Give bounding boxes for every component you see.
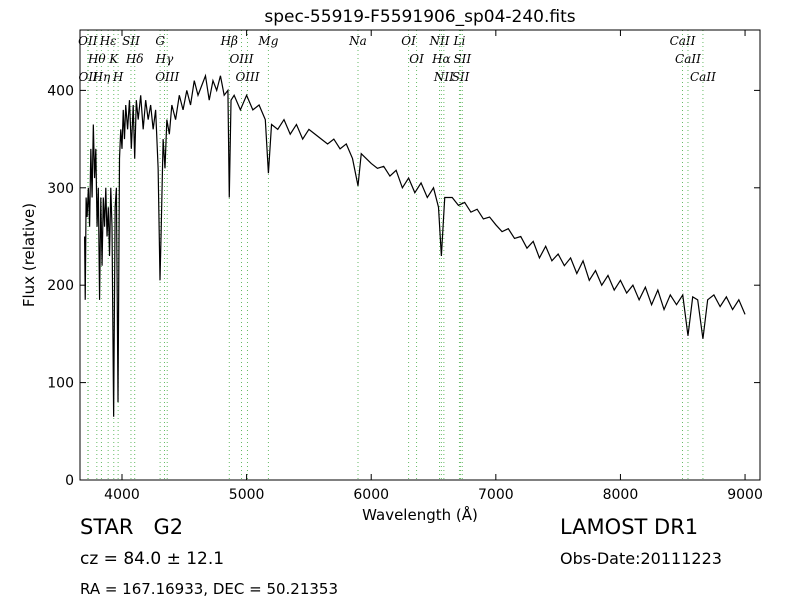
- line-label: Li: [453, 34, 466, 48]
- line-label: OII: [79, 70, 99, 84]
- line-label: CaII: [675, 52, 701, 66]
- survey: LAMOST DR1: [560, 515, 698, 539]
- line-label: H: [112, 70, 124, 84]
- x-tick-label: 4000: [104, 487, 140, 503]
- x-tick-label: 6000: [353, 487, 389, 503]
- x-tick-label: 8000: [603, 487, 639, 503]
- x-tick-label: 9000: [727, 487, 763, 503]
- line-label: Hβ: [220, 34, 238, 48]
- line-label: CaII: [670, 34, 696, 48]
- line-label: SII: [122, 34, 140, 48]
- line-label: OIII: [229, 52, 253, 66]
- line-label: Hη: [92, 70, 111, 84]
- x-tick-label: 7000: [478, 487, 514, 503]
- line-label: G: [155, 34, 165, 48]
- spectrum-line: [84, 73, 746, 417]
- y-tick-label: 100: [47, 376, 74, 392]
- y-tick-label: 0: [65, 473, 74, 489]
- y-tick-label: 200: [47, 278, 74, 294]
- line-label: OI: [401, 34, 416, 48]
- line-label: NII: [429, 34, 450, 48]
- object-class: STAR G2: [80, 515, 183, 539]
- line-label: K: [108, 52, 119, 66]
- redshift: cz = 84.0 ± 12.1: [80, 549, 224, 569]
- line-label: OII: [78, 34, 98, 48]
- line-label: Hε: [99, 34, 117, 48]
- y-axis-label: Flux (relative): [20, 203, 38, 307]
- y-tick-label: 300: [47, 181, 74, 197]
- obs-date: Obs-Date:20111223: [560, 549, 722, 568]
- line-label: Na: [348, 34, 367, 48]
- line-label: Hθ: [87, 52, 106, 66]
- x-axis-label: Wavelength (Å): [362, 505, 478, 524]
- plot-frame: [79, 29, 761, 481]
- line-label: Hγ: [155, 52, 174, 66]
- line-label: SII: [453, 52, 471, 66]
- line-label: NII: [433, 70, 454, 84]
- line-label: Mg: [257, 34, 278, 48]
- chart-title: spec-55919-F5591906_sp04-240.fits: [264, 7, 575, 27]
- y-tick-label: 400: [47, 83, 74, 99]
- line-label: OIII: [235, 70, 259, 84]
- line-label: SII: [452, 70, 470, 84]
- line-label: Hδ: [125, 52, 144, 66]
- x-tick-label: 5000: [229, 487, 265, 503]
- coordinates: RA = 167.16933, DEC = 50.21353: [80, 580, 338, 598]
- line-label: OIII: [155, 70, 179, 84]
- line-label: CaII: [690, 70, 716, 84]
- line-label: OI: [409, 52, 424, 66]
- line-label: Hα: [431, 52, 451, 66]
